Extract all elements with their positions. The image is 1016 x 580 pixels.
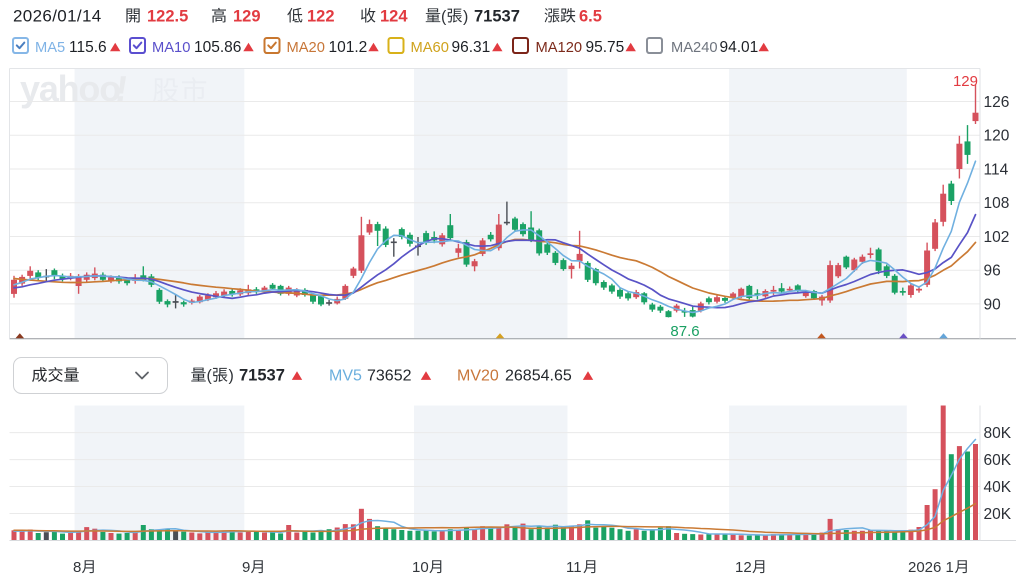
svg-text:101.2: 101.2 — [329, 39, 368, 56]
svg-text:126: 126 — [984, 94, 1010, 111]
svg-text:MA120: MA120 — [536, 40, 583, 56]
svg-text:124: 124 — [380, 7, 408, 25]
svg-text:(: ( — [441, 8, 447, 25]
svg-text:90: 90 — [984, 296, 1002, 313]
svg-text:MA5: MA5 — [35, 40, 65, 56]
svg-text:MA20: MA20 — [287, 40, 325, 56]
svg-text:129: 129 — [233, 7, 261, 25]
svg-text:): ) — [463, 8, 468, 25]
svg-text:8: 8 — [73, 559, 81, 576]
svg-text:11: 11 — [566, 559, 582, 576]
svg-text:12: 12 — [735, 559, 752, 576]
svg-text:114: 114 — [984, 161, 1009, 178]
svg-text:122.5: 122.5 — [147, 7, 188, 25]
svg-text:2026/01/14: 2026/01/14 — [13, 6, 102, 25]
svg-text:96.31: 96.31 — [452, 39, 491, 56]
svg-text:MA60: MA60 — [411, 40, 449, 56]
svg-text:96: 96 — [984, 263, 1001, 280]
svg-text:20K: 20K — [984, 506, 1012, 523]
svg-text:yahoo: yahoo — [20, 68, 120, 109]
svg-text:6.5: 6.5 — [579, 7, 602, 25]
svg-text:115.6: 115.6 — [69, 39, 107, 56]
svg-text:!: ! — [113, 68, 131, 109]
svg-text:MA10: MA10 — [152, 40, 190, 56]
svg-text:102: 102 — [984, 229, 1010, 246]
svg-text:10: 10 — [412, 559, 429, 576]
svg-text:122: 122 — [307, 7, 335, 25]
svg-text:105.86: 105.86 — [194, 39, 241, 56]
svg-text:MV5: MV5 — [329, 368, 362, 385]
svg-text:129: 129 — [953, 73, 978, 90]
svg-text:87.6: 87.6 — [670, 323, 699, 340]
svg-text:26854.65: 26854.65 — [505, 368, 572, 385]
svg-text:71537: 71537 — [474, 7, 520, 25]
svg-text:MV20: MV20 — [457, 368, 499, 385]
svg-text:(: ( — [207, 368, 213, 385]
svg-text:9: 9 — [242, 559, 250, 576]
svg-text:108: 108 — [984, 195, 1010, 212]
svg-text:71537: 71537 — [239, 367, 285, 385]
svg-text:2026 1: 2026 1 — [908, 559, 954, 576]
svg-text:MA240: MA240 — [671, 40, 718, 56]
svg-text:94.01: 94.01 — [720, 39, 759, 56]
svg-text:120: 120 — [984, 128, 1010, 145]
svg-text:40K: 40K — [984, 479, 1012, 496]
svg-text:80K: 80K — [984, 425, 1012, 442]
svg-text:95.75: 95.75 — [586, 39, 625, 56]
svg-text:): ) — [229, 368, 234, 385]
svg-text:60K: 60K — [984, 452, 1012, 469]
svg-text:73652: 73652 — [367, 368, 412, 385]
